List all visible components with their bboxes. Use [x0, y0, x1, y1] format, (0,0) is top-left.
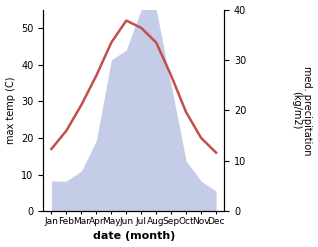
Y-axis label: max temp (C): max temp (C) [5, 77, 16, 144]
X-axis label: date (month): date (month) [93, 231, 175, 242]
Y-axis label: med. precipitation
(kg/m2): med. precipitation (kg/m2) [291, 66, 313, 155]
